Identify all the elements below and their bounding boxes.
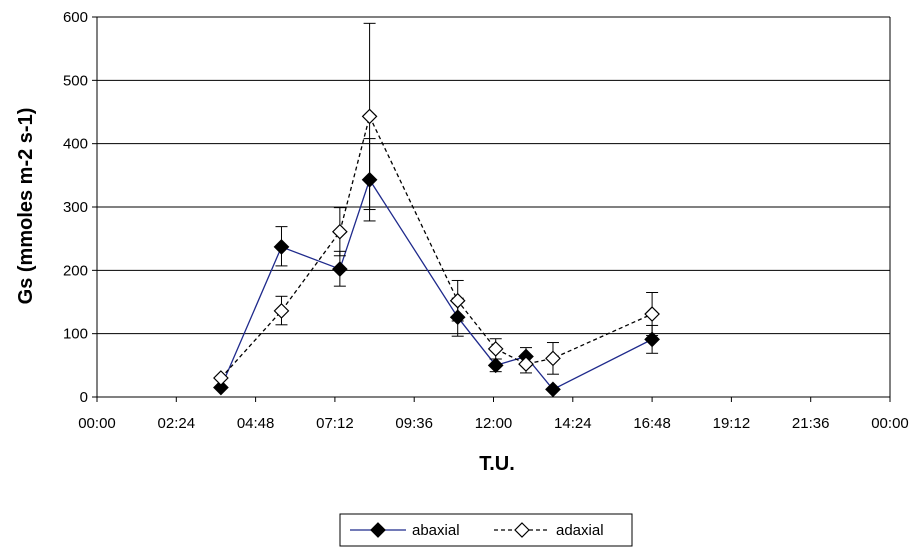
x-tick-label: 00:00 (78, 415, 116, 432)
x-tick-label: 02:24 (158, 415, 196, 432)
series-adaxial (213, 22, 660, 386)
y-axis-title: Gs (mmoles m-2 s-1) (15, 108, 37, 305)
data-point-abaxial (273, 239, 290, 255)
data-point-adaxial (518, 356, 534, 372)
series-abaxial (213, 138, 660, 398)
gridlines (97, 16, 890, 335)
legend: abaxial adaxial (339, 513, 633, 547)
data-point-abaxial (332, 261, 348, 277)
x-tick-label: 04:48 (237, 415, 275, 432)
x-tick-label: 12:00 (475, 415, 513, 432)
data-point-adaxial (644, 306, 660, 322)
x-tick-label: 00:00 (871, 415, 909, 432)
y-tick-label: 600 (63, 9, 88, 26)
x-tick-label: 19:12 (713, 415, 751, 432)
legend-label-adaxial: adaxial (556, 522, 604, 539)
x-tick-label: 07:12 (316, 415, 354, 432)
data-point-adaxial (545, 350, 561, 367)
legend-label-abaxial: abaxial (412, 522, 460, 539)
data-point-abaxial (213, 379, 229, 396)
x-tick-label: 14:24 (554, 415, 592, 432)
data-point-adaxial (213, 370, 229, 386)
data-point-adaxial (361, 108, 378, 125)
y-tick-label: 400 (63, 136, 88, 153)
data-point-adaxial (449, 292, 466, 309)
legend-item-abaxial: abaxial (350, 522, 460, 539)
x-tick-labels: 00:00 02:24 04:48 07:12 09:36 12:00 14:24 16:48… (78, 415, 909, 432)
y-tick-label: 300 (63, 199, 88, 216)
data-point-abaxial (487, 357, 504, 374)
x-tick-label: 21:36 (792, 415, 830, 432)
x-axis-title: T.U. (479, 453, 515, 475)
data-point-abaxial (545, 381, 561, 398)
legend-marker-adaxial (514, 522, 530, 538)
series-line-abaxial (220, 178, 653, 391)
legend-marker-abaxial (370, 522, 386, 538)
axes (92, 16, 891, 402)
y-tick-label: 0 (80, 389, 88, 406)
data-point-adaxial (487, 341, 504, 357)
x-tick-label: 16:48 (633, 415, 671, 432)
data-point-adaxial (332, 223, 348, 240)
series-group (213, 22, 660, 398)
y-tick-label: 500 (63, 72, 88, 89)
y-tick-labels: 0 100 200 300 400 500 600 (63, 9, 88, 406)
y-tick-label: 100 (63, 326, 88, 343)
x-tick-label: 09:36 (395, 415, 433, 432)
y-tick-label: 200 (63, 262, 88, 279)
data-point-adaxial (273, 303, 290, 319)
legend-item-adaxial: adaxial (494, 522, 604, 539)
